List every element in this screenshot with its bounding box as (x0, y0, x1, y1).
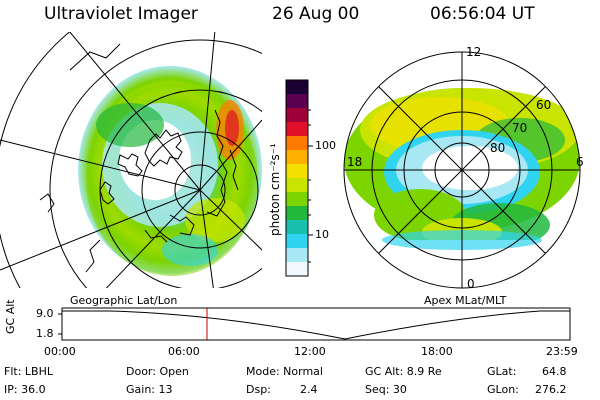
gain-value: Gain: 13 (126, 383, 173, 396)
mlt-label-18: 18 (347, 155, 363, 169)
colorbar-swatch (286, 94, 308, 108)
colorbar-swatch (286, 164, 308, 178)
time-label: 06:56:04 UT (430, 4, 535, 24)
mode-value: Mode: Normal (246, 365, 323, 378)
door-status: Door: Open (126, 365, 189, 378)
colorbar-swatch (286, 248, 308, 262)
dsp-label: Dsp: (246, 383, 271, 396)
filter-value: Flt: LBHL (4, 365, 53, 378)
colorbar-tick-100: 100 (315, 139, 336, 152)
timeline-tick-0000: 00:00 (44, 345, 76, 358)
timeline-ymax: 9.0 (36, 307, 54, 320)
seq-value: Seq: 30 (365, 383, 407, 396)
timeline-ymin: 1.8 (36, 327, 54, 340)
date-label: 26 Aug 00 (272, 4, 360, 24)
gc-alt-value: GC Alt: 8.9 Re (365, 365, 442, 378)
mlt-label-12: 12 (466, 45, 482, 59)
colorbar (285, 79, 313, 277)
glon-label: GLon: (487, 383, 519, 396)
glat-label: GLat: (487, 365, 517, 378)
ip-value: IP: 36.0 (4, 383, 46, 396)
mlat-label-60: 60 (536, 98, 552, 112)
glon-value: 276.2 (535, 383, 567, 396)
dsp-value: 2.4 (300, 383, 318, 396)
colorbar-swatch (286, 108, 308, 122)
colorbar-swatch (286, 192, 308, 206)
mlat-label-70: 70 (512, 121, 528, 135)
instrument-title: Ultraviolet Imager (44, 4, 198, 24)
mlt-panel-caption: Apex MLat/MLT (424, 294, 507, 307)
timeline-tick-0600: 06:00 (168, 345, 200, 358)
mlat-label-80: 80 (490, 141, 506, 155)
colorbar-swatch (286, 206, 308, 220)
colorbar-swatch (286, 234, 308, 248)
colorbar-swatch (286, 150, 308, 164)
geographic-map (0, 32, 262, 288)
mlt-label-6: 6 (576, 155, 584, 169)
timeline-tick-1200: 12:00 (294, 345, 326, 358)
colorbar-swatch (286, 122, 308, 136)
timeline-ylabel: GC Alt (4, 299, 17, 334)
colorbar-label: photon cm⁻²s⁻¹ (268, 143, 282, 236)
colorbar-swatch (286, 178, 308, 192)
timeline-tick-2359: 23:59 (546, 345, 578, 358)
colorbar-swatch (286, 220, 308, 234)
colorbar-swatch (286, 136, 308, 150)
mlt-label-0: 0 (467, 277, 475, 291)
geo-panel-caption: Geographic Lat/Lon (70, 294, 178, 307)
colorbar-swatch (286, 80, 308, 94)
glat-value: 64.8 (542, 365, 567, 378)
mlt-polar-plot (343, 51, 581, 289)
colorbar-tick-10: 10 (315, 228, 329, 241)
colorbar-swatch (286, 262, 308, 276)
timeline-tick-1800: 18:00 (421, 345, 453, 358)
